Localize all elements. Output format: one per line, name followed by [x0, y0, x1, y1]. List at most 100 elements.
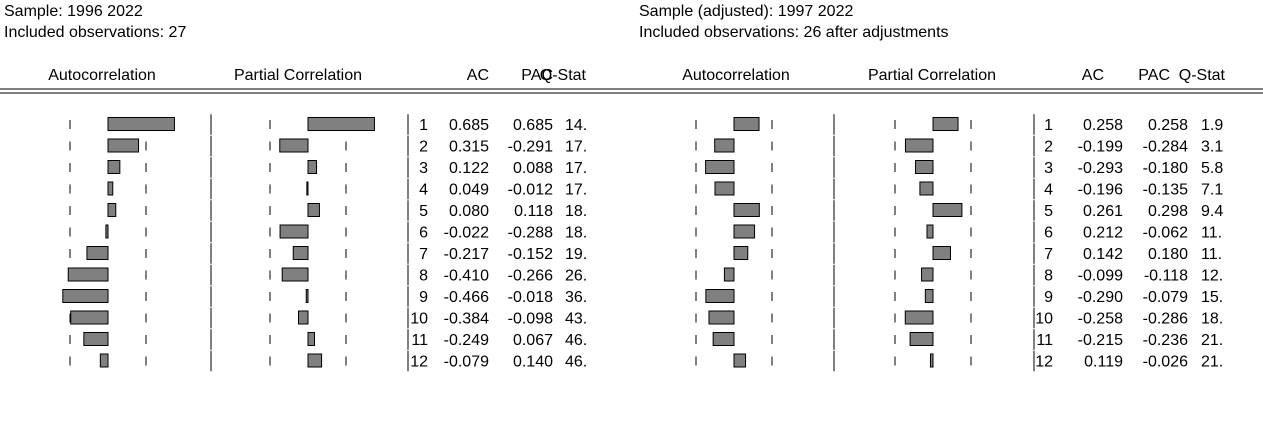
lag-label: 3 [1044, 160, 1053, 177]
autocorrelation-header-left: Autocorrelation [48, 67, 156, 84]
pac-value: -0.236 [1143, 332, 1188, 349]
qstat-value: 18. [565, 203, 587, 220]
qstat-value: 3.1 [1201, 139, 1223, 156]
pac-value: -0.079 [1143, 289, 1188, 306]
lag-label: 11 [411, 332, 428, 349]
ac-bar [708, 310, 735, 325]
qstat-value: 5.8 [1201, 160, 1223, 177]
pac-bar [297, 310, 309, 325]
qstat-value: 17. [565, 182, 587, 199]
qstat-value: 46. [565, 354, 587, 371]
qstat-value: 7.1 [1201, 182, 1223, 199]
pac-bar [932, 246, 951, 260]
lag-label: 4 [419, 182, 428, 199]
ac-value: -0.258 [1078, 311, 1123, 328]
qstat-value: 18. [565, 225, 587, 242]
pac-header-left: PAC [521, 67, 553, 84]
ac-bar [705, 160, 735, 174]
sample-left: Sample: 1996 2022 [4, 3, 143, 20]
pac-value: -0.018 [508, 289, 553, 306]
pac-value: 0.140 [513, 354, 553, 371]
ac-bar [62, 289, 109, 303]
ac-value: -0.196 [1078, 182, 1123, 199]
qstat-value: 11. [1201, 225, 1222, 242]
pac-bar [921, 267, 934, 282]
pac-value: -0.288 [508, 225, 553, 242]
lag-label: 10 [410, 311, 428, 328]
ac-value: -0.022 [444, 225, 489, 242]
ac-bar [733, 353, 747, 368]
lag-label: 5 [1044, 203, 1053, 220]
ac-bar [714, 181, 735, 196]
ac-bar [733, 224, 756, 239]
qstat-value: 15. [1201, 289, 1223, 306]
qstat-value: 19. [565, 246, 587, 263]
partial-correlation-header-left: Partial Correlation [234, 67, 362, 84]
lag-label: 4 [1044, 182, 1053, 199]
pac-value: 0.118 [514, 203, 553, 220]
ac-bar [107, 138, 140, 153]
ac-value: -0.199 [1078, 139, 1123, 156]
qstat-value: 17. [565, 160, 587, 177]
lag-label: 9 [1044, 289, 1053, 306]
ac-bar [107, 160, 121, 174]
pac-bar [904, 310, 934, 325]
ac-bar [733, 203, 760, 217]
pac-bar [924, 289, 934, 303]
ac-value: -0.410 [444, 268, 489, 285]
lag-label: 2 [1044, 139, 1053, 156]
partial-correlation-header-right: Partial Correlation [868, 67, 996, 84]
pac-value: -0.135 [1143, 182, 1188, 199]
ac-value: 0.258 [1083, 117, 1123, 134]
ac-value: -0.079 [444, 354, 489, 371]
pac-value: -0.012 [508, 182, 553, 199]
pac-value: -0.291 [508, 139, 553, 156]
ac-value: -0.466 [444, 289, 489, 306]
ac-bar [705, 289, 735, 303]
pac-value: -0.266 [508, 268, 553, 285]
ac-bar [99, 353, 109, 368]
lag-label: 7 [1044, 246, 1053, 263]
ac-value: 0.315 [449, 139, 489, 156]
pac-bar [909, 332, 934, 346]
qstat-value: 26. [565, 268, 587, 285]
qstat-value: 17. [565, 139, 587, 156]
pac-value: 0.298 [1148, 203, 1188, 220]
qstat-value: 14. [565, 117, 587, 134]
ac-bar [86, 246, 109, 260]
ac-value: 0.212 [1083, 225, 1123, 242]
lag-label: 8 [419, 268, 428, 285]
ac-header-right: AC [1082, 67, 1104, 84]
qstat-value: 1.9 [1201, 117, 1223, 134]
pac-bar [932, 117, 959, 131]
pac-value: -0.284 [1143, 139, 1188, 156]
pac-value: 0.258 [1148, 117, 1188, 134]
pac-value: -0.286 [1143, 311, 1188, 328]
observations-left: Included observations: 27 [4, 24, 187, 41]
pac-bar [307, 332, 315, 346]
ac-bar [723, 267, 735, 282]
qstat-header-right: Q-Stat [1179, 67, 1226, 84]
ac-value: -0.384 [444, 311, 489, 328]
lag-label: 1 [1044, 117, 1053, 134]
ac-bar [733, 117, 760, 131]
pac-value: -0.062 [1143, 225, 1188, 242]
ac-value: 0.685 [449, 117, 489, 134]
lag-label: 6 [419, 225, 428, 242]
pac-value: 0.180 [1148, 246, 1188, 263]
ac-header-left: AC [467, 67, 489, 84]
pac-bar [915, 160, 934, 174]
pac-bar [932, 203, 963, 217]
lag-label: 2 [419, 139, 428, 156]
ac-value: 0.119 [1084, 354, 1123, 371]
pac-bar [307, 203, 320, 217]
pac-bar [919, 181, 934, 196]
lag-label: 10 [1035, 311, 1053, 328]
autocorrelation-header-right: Autocorrelation [682, 67, 790, 84]
ac-value: -0.293 [1078, 160, 1123, 177]
pac-bar [279, 138, 309, 153]
pac-value: -0.152 [508, 246, 553, 263]
ac-bar [107, 181, 114, 196]
qstat-header-left: Q-Stat [540, 67, 587, 84]
sample-right: Sample (adjusted): 1997 2022 [639, 3, 854, 20]
